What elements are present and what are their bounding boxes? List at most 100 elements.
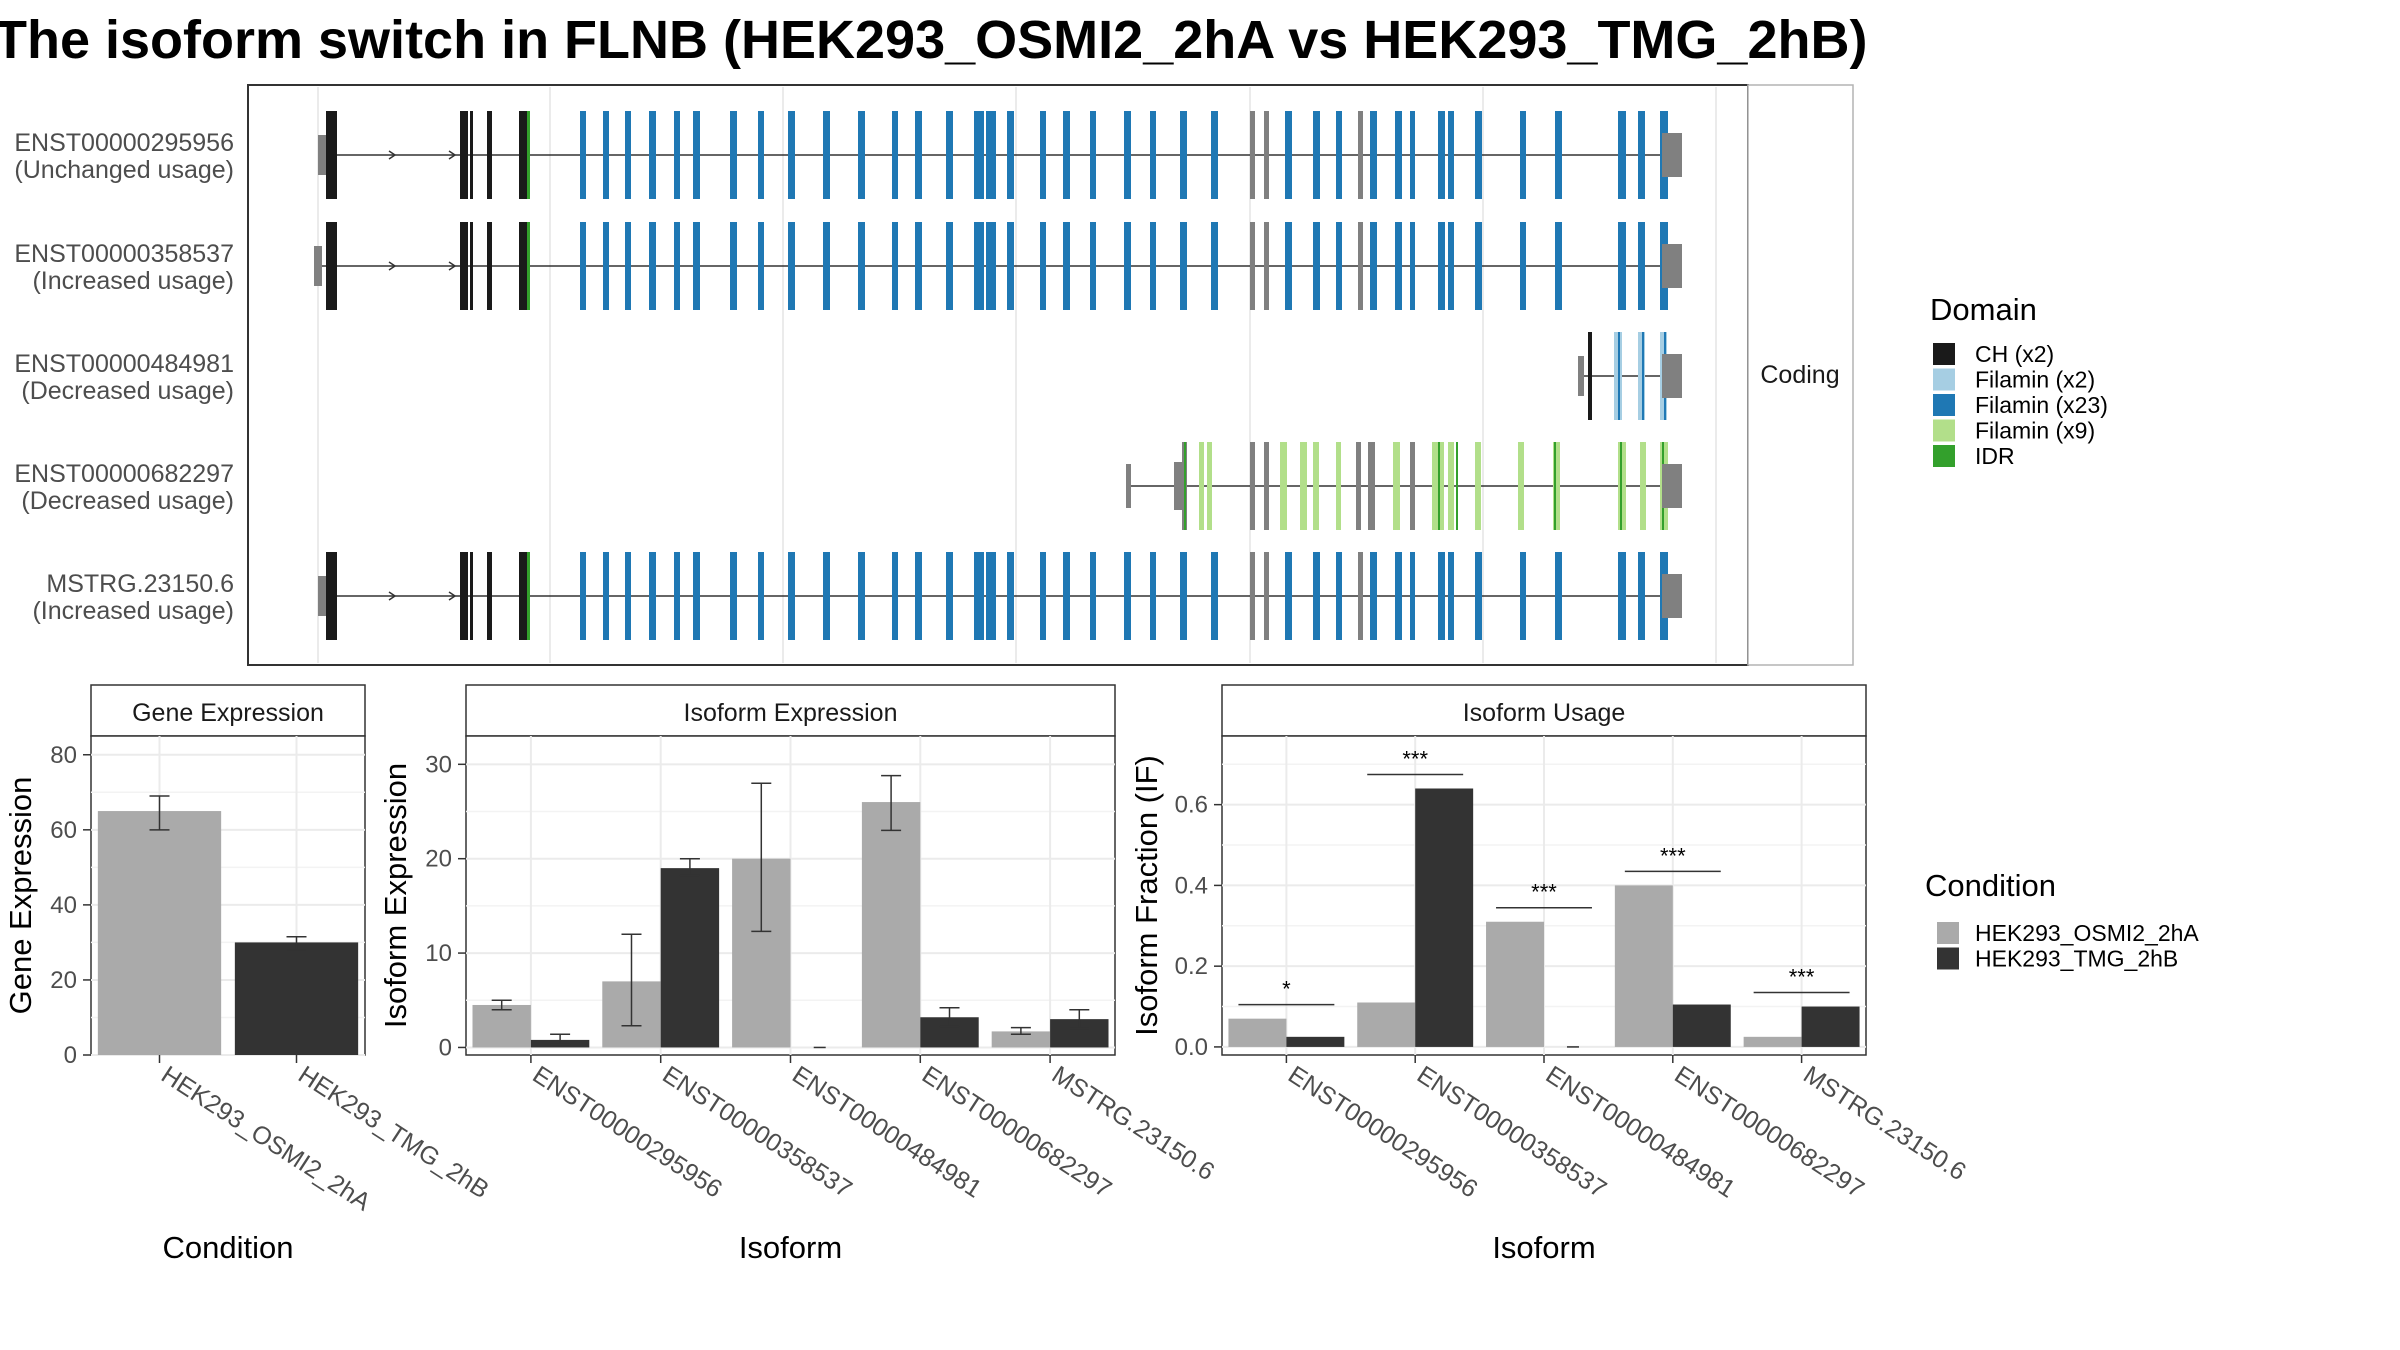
exon-block	[823, 222, 830, 310]
exon-block	[1313, 442, 1319, 530]
exon-block	[1618, 111, 1626, 199]
exon-block	[915, 111, 922, 199]
exon-block	[1313, 552, 1320, 640]
y-axis-title: Isoform Fraction (IF)	[1129, 755, 1164, 1036]
domain-legend-swatch	[1933, 419, 1955, 442]
exon-block	[1150, 552, 1156, 640]
exon-block	[946, 111, 953, 199]
exon-block	[522, 552, 527, 640]
exon-block	[693, 111, 700, 199]
exon-block	[625, 111, 631, 199]
domain-legend-swatch	[1933, 394, 1955, 416]
exon-block	[693, 222, 700, 310]
bar	[1614, 885, 1673, 1047]
bar	[1743, 1036, 1802, 1047]
domain-legend-swatch	[1933, 343, 1955, 365]
exon-block	[1410, 442, 1415, 530]
exon-block	[1395, 111, 1402, 199]
exon-block	[1370, 222, 1377, 310]
y-tick-label: 0.4	[1175, 872, 1208, 899]
exon-block	[1520, 222, 1526, 310]
exon-block	[1410, 222, 1415, 310]
panel-strip	[1221, 684, 1867, 737]
exon-block	[1448, 552, 1454, 640]
condition-legend-title: Condition	[1925, 868, 2056, 903]
panel-strip	[465, 684, 1116, 737]
exon-block	[1250, 552, 1255, 640]
exon-block	[1432, 442, 1438, 530]
exon-block	[1199, 442, 1204, 530]
exon-block	[1063, 222, 1070, 310]
exon-block	[1264, 552, 1269, 640]
exon-block	[1250, 442, 1255, 530]
exon-block	[1620, 442, 1622, 530]
domain-legend-swatch	[1933, 368, 1955, 391]
exon-block	[730, 552, 737, 640]
bar	[234, 942, 359, 1055]
strand-arrow	[448, 261, 457, 271]
exon-block	[1313, 111, 1320, 199]
exon-block	[693, 552, 700, 640]
coding-strip-label: Coding	[1760, 361, 1839, 389]
exon-block	[1618, 552, 1626, 640]
exon-block	[1438, 442, 1444, 530]
significance-label: ***	[1789, 965, 1815, 990]
exon-block	[1395, 552, 1402, 640]
condition-legend-swatch	[1937, 922, 1959, 944]
strand-arrow	[388, 261, 397, 271]
bar	[1228, 1018, 1287, 1047]
exon-block	[1638, 552, 1645, 640]
exon-block	[1250, 222, 1255, 310]
exon-block	[1007, 552, 1014, 640]
exon-block	[1007, 111, 1014, 199]
exon-block	[974, 552, 984, 640]
domain-legend-swatch	[1933, 445, 1955, 467]
exon-block	[1090, 222, 1096, 310]
exon-block	[1518, 442, 1524, 530]
exon-block	[674, 222, 680, 310]
exon-block	[603, 222, 609, 310]
exon-block	[1638, 332, 1645, 420]
panel-strip	[90, 684, 366, 737]
y-tick-label: 20	[50, 967, 77, 994]
exon-block	[915, 552, 922, 640]
condition-legend-swatch	[1937, 947, 1959, 970]
utr-block	[1662, 133, 1682, 177]
exon-block	[1438, 552, 1445, 640]
exon-block	[1638, 111, 1645, 199]
exon-block	[580, 111, 586, 199]
exon-block	[1555, 222, 1562, 310]
exon-block	[974, 222, 984, 310]
exon-block	[1393, 442, 1400, 530]
exon-block	[758, 111, 764, 199]
structure-frame	[247, 84, 1749, 666]
exon-block	[892, 552, 898, 640]
exon-block	[730, 222, 737, 310]
bar	[1357, 1002, 1416, 1047]
isoform-id-label: MSTRG.23150.6	[46, 570, 234, 598]
exon-block	[460, 111, 468, 199]
condition-legend-label: HEK293_OSMI2_2hA	[1975, 920, 2199, 946]
bar	[1415, 788, 1474, 1047]
exon-block	[1211, 222, 1218, 310]
exon-block	[758, 552, 764, 640]
exon-block	[1520, 111, 1526, 199]
domain-legend-label: IDR	[1975, 443, 2015, 469]
exon-block	[1395, 222, 1402, 310]
gene-expression-panel: Gene Expression020406080HEK293_OSMI2_2hA…	[3, 684, 494, 1265]
strand-arrow	[388, 150, 397, 160]
exon-block	[1642, 332, 1644, 420]
exon-block	[1180, 552, 1187, 640]
exon-block	[1336, 222, 1342, 310]
y-tick-label: 0.2	[1175, 953, 1208, 980]
exon-block	[1438, 111, 1445, 199]
exon-block	[1555, 111, 1562, 199]
utr-block	[314, 246, 322, 286]
exon-block	[1520, 552, 1526, 640]
exon-block	[1124, 222, 1131, 310]
exon-block	[1475, 111, 1482, 199]
exon-block	[1410, 111, 1415, 199]
strand-arrow	[448, 150, 457, 160]
